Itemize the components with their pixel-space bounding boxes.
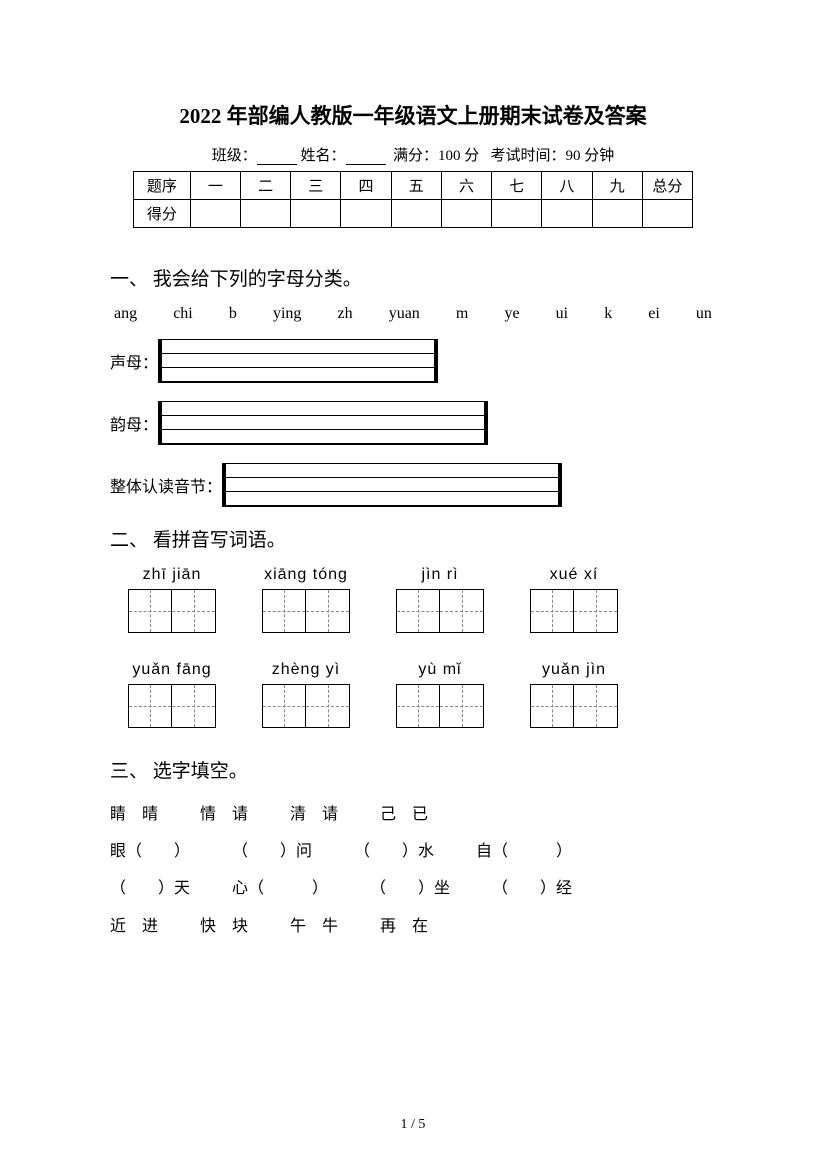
score-cell[interactable] (291, 200, 341, 228)
fill-group: 再 在 (380, 909, 428, 944)
col-9: 九 (592, 172, 642, 200)
col-5: 五 (391, 172, 441, 200)
fill-group[interactable]: （ ）经 (492, 871, 572, 906)
col-7: 七 (492, 172, 542, 200)
shengmu-label: 声母： (110, 349, 158, 373)
name-blank[interactable] (346, 149, 386, 165)
tian-grid[interactable] (396, 589, 484, 633)
zhengti-box[interactable] (222, 463, 562, 507)
score-cell[interactable] (441, 200, 491, 228)
col-6: 六 (441, 172, 491, 200)
pinyin-label: zhī jiān (143, 566, 202, 584)
letter: yuan (389, 305, 420, 323)
col-8: 八 (542, 172, 592, 200)
q3-heading: 三、 选字填空。 (110, 756, 716, 783)
letter: zh (337, 305, 352, 323)
full-score: 满分：100 分 (393, 148, 479, 164)
col-1: 一 (190, 172, 240, 200)
letter: chi (173, 305, 193, 323)
tian-grid[interactable] (530, 684, 618, 728)
score-cell[interactable] (391, 200, 441, 228)
letter: ui (556, 305, 568, 323)
pinyin-label: xué xí (550, 566, 599, 584)
letter: ying (273, 305, 301, 323)
fill-group: 睛 晴 (110, 797, 158, 832)
pinyin-label: yuǎn fāng (132, 661, 211, 679)
score-cell[interactable] (240, 200, 290, 228)
fill-group[interactable]: （ ）水 (354, 834, 434, 869)
score-cell[interactable] (542, 200, 592, 228)
row2-label: 得分 (134, 200, 191, 228)
info-line: 班级： 姓名： 满分：100 分 考试时间：90 分钟 (110, 144, 716, 165)
fill-group: 近 进 (110, 909, 158, 944)
fill-group[interactable]: 自（ ） (476, 834, 572, 869)
pinyin-label: yuǎn jìn (542, 661, 606, 679)
pinyin-row-1: zhī jiān xiāng tóng jìn rì xué xí (110, 566, 716, 633)
fill-group[interactable]: 眼（ ） (110, 834, 190, 869)
name-label: 姓名： (300, 148, 345, 164)
letter: k (604, 305, 612, 323)
shengmu-box[interactable] (158, 339, 438, 383)
fill-group[interactable]: （ ）天 (110, 871, 190, 906)
letters-row: ang chi b ying zh yuan m ye ui k ei un (110, 305, 716, 323)
tian-grid[interactable] (128, 684, 216, 728)
tian-grid[interactable] (128, 589, 216, 633)
col-2: 二 (240, 172, 290, 200)
score-cell[interactable] (642, 200, 692, 228)
tian-grid[interactable] (262, 589, 350, 633)
score-cell[interactable] (492, 200, 542, 228)
col-3: 三 (291, 172, 341, 200)
tian-grid[interactable] (396, 684, 484, 728)
q2-heading: 二、 看拼音写词语。 (110, 525, 716, 552)
pinyin-label: yù mǐ (418, 661, 461, 679)
row1-label: 题序 (134, 172, 191, 200)
letter: m (456, 305, 468, 323)
letter: ye (504, 305, 519, 323)
score-table: 题序 一 二 三 四 五 六 七 八 九 总分 得分 (133, 171, 693, 228)
pinyin-label: jìn rì (421, 566, 458, 584)
fill-group: 清 请 (290, 797, 338, 832)
col-4: 四 (341, 172, 391, 200)
tian-grid[interactable] (530, 589, 618, 633)
yunmu-box[interactable] (158, 401, 488, 445)
pinyin-label: xiāng tóng (264, 566, 348, 584)
page-title: 2022 年部编人教版一年级语文上册期末试卷及答案 (110, 100, 716, 130)
page-number: 1 / 5 (0, 1117, 826, 1133)
score-cell[interactable] (592, 200, 642, 228)
tian-grid[interactable] (262, 684, 350, 728)
fill-group[interactable]: （ ）坐 (370, 871, 450, 906)
fill-group: 快 块 (200, 909, 248, 944)
fill-group: 午 牛 (290, 909, 338, 944)
letter: ang (114, 305, 137, 323)
time-label: 考试时间：90 分钟 (491, 148, 615, 164)
class-blank[interactable] (257, 149, 297, 165)
class-label: 班级： (212, 148, 257, 164)
letter: un (696, 305, 712, 323)
fill-group[interactable]: 心（ ） (232, 871, 328, 906)
fill-group: 情 请 (200, 797, 248, 832)
score-cell[interactable] (341, 200, 391, 228)
fill-group: 己 已 (380, 797, 428, 832)
letter: b (229, 305, 237, 323)
letter: ei (648, 305, 660, 323)
pinyin-row-2: yuǎn fāng zhèng yì yù mǐ yuǎn jìn (110, 661, 716, 728)
score-cell[interactable] (190, 200, 240, 228)
col-total: 总分 (642, 172, 692, 200)
q1-heading: 一、 我会给下列的字母分类。 (110, 264, 716, 291)
yunmu-label: 韵母： (110, 411, 158, 435)
fill-section: 睛 晴 情 请 清 请 己 已 眼（ ） （ ）问 （ ）水 自（ ） （ ）天… (110, 797, 716, 944)
fill-group[interactable]: （ ）问 (232, 834, 312, 869)
pinyin-label: zhèng yì (272, 661, 340, 679)
zhengti-label: 整体认读音节： (110, 473, 222, 497)
